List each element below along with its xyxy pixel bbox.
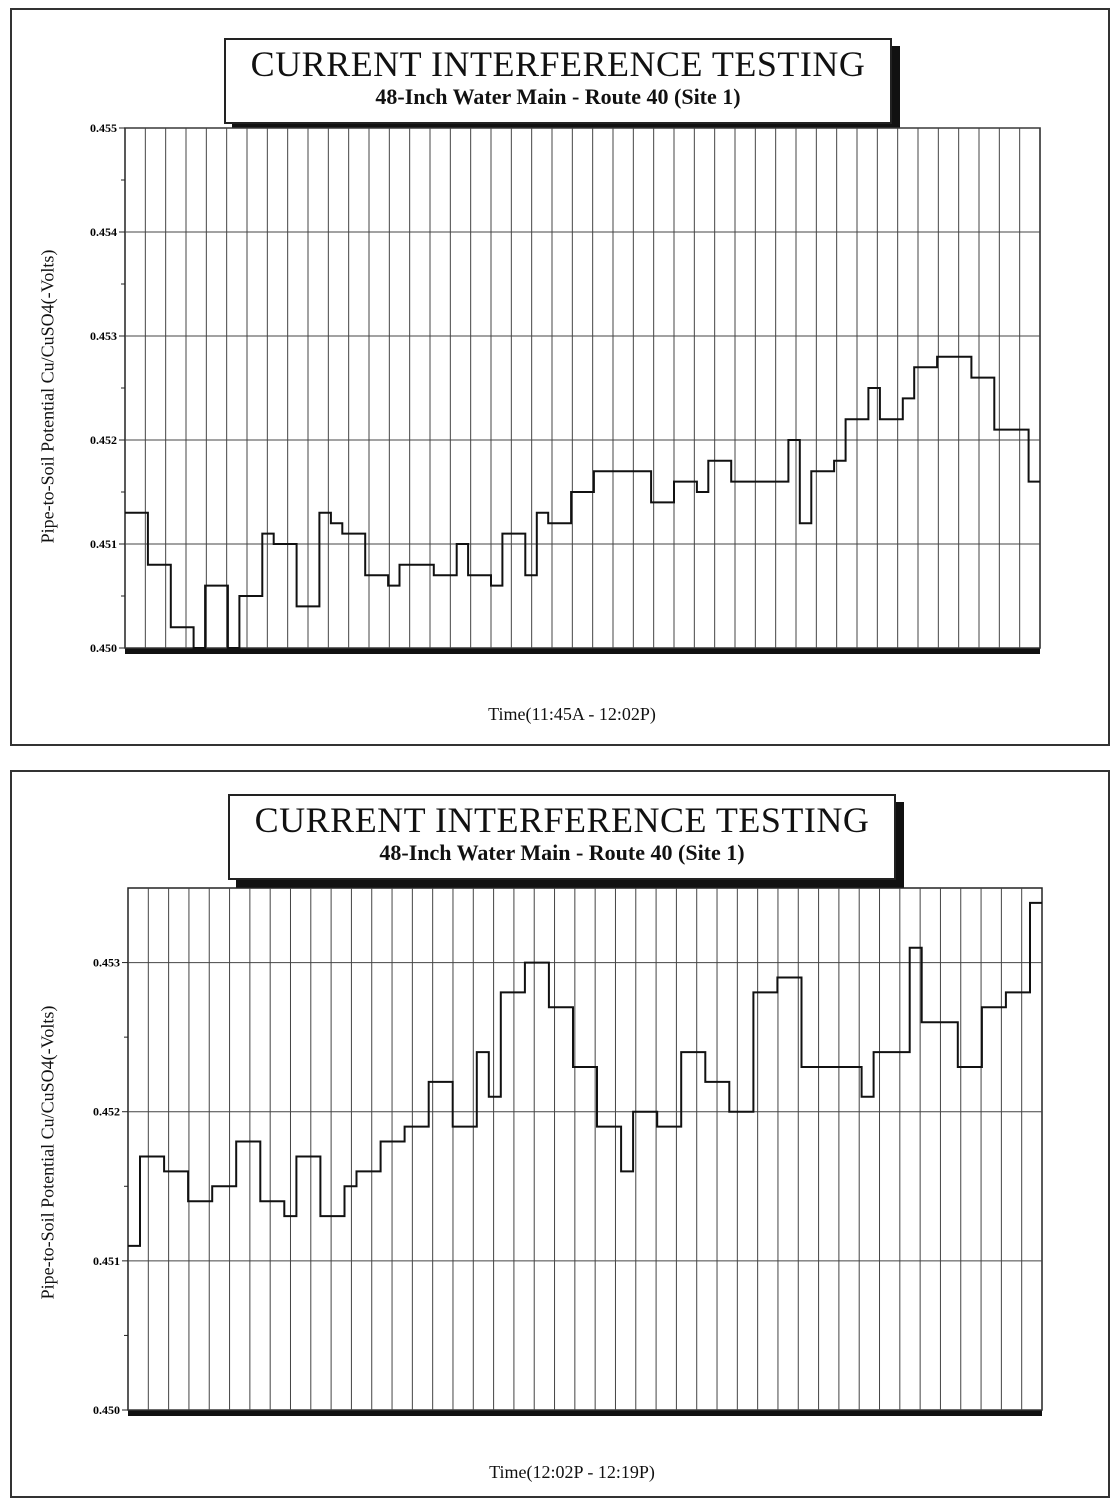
chart-1-subtitle: 48-Inch Water Main - Route 40 (Site 1) xyxy=(375,84,741,109)
chart-1-title-box: CURRENT INTERFERENCE TESTING 48-Inch Wat… xyxy=(224,38,892,124)
chart-2-y-tick-label: 0.451 xyxy=(93,1254,120,1268)
chart-1-y-tick-label: 0.454 xyxy=(90,225,117,239)
chart-2-x-axis-label: Time(12:02P - 12:19P) xyxy=(489,1462,655,1482)
chart-1-title: CURRENT INTERFERENCE TESTING xyxy=(250,44,866,84)
chart-1-y-tick-label: 0.455 xyxy=(90,121,117,135)
chart-1-y-tick-label: 0.453 xyxy=(90,329,117,343)
chart-1-x-axis-label: Time(11:45A - 12:02P) xyxy=(488,704,656,724)
chart-2-subtitle: 48-Inch Water Main - Route 40 (Site 1) xyxy=(379,840,745,865)
chart-2-y-tick-label: 0.450 xyxy=(93,1403,120,1417)
chart-1-series-line xyxy=(125,355,1040,649)
chart-2-y-tick-label: 0.453 xyxy=(93,956,120,970)
chart-1-plot-frame xyxy=(124,127,1041,649)
chart-1-y-tick-label: 0.452 xyxy=(90,433,117,447)
chart-1-y-tick-label: 0.451 xyxy=(90,537,117,551)
chart-1-y-tick-label: 0.450 xyxy=(90,641,117,655)
chart-2-y-tick-label: 0.452 xyxy=(93,1105,120,1119)
chart-2-baseline-shadow xyxy=(128,1410,1042,1416)
chart-2-title: CURRENT INTERFERENCE TESTING xyxy=(254,800,870,840)
chart-2-title-box: CURRENT INTERFERENCE TESTING 48-Inch Wat… xyxy=(228,794,896,880)
chart-1-baseline-shadow xyxy=(125,648,1040,654)
chart-2-series-line xyxy=(128,901,1042,1247)
chart-2-plot-frame xyxy=(127,887,1043,1411)
